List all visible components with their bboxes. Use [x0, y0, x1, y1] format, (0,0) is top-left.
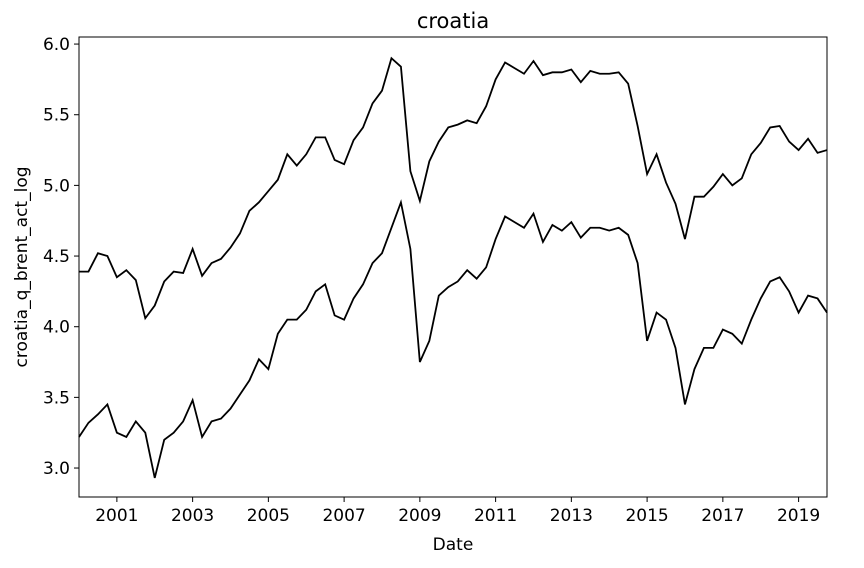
y-tick-label: 4.0	[43, 318, 70, 338]
y-tick-label: 6.0	[43, 35, 70, 55]
x-tick-label: 2007	[322, 506, 365, 526]
x-tick-label: 2015	[625, 506, 668, 526]
chart-title: croatia	[417, 9, 489, 33]
x-axis-label: Date	[433, 535, 474, 555]
y-tick-label: 3.0	[43, 459, 70, 479]
x-tick-label: 2009	[398, 506, 441, 526]
x-tick-label: 2019	[777, 506, 820, 526]
x-tick-label: 2011	[474, 506, 517, 526]
data-line	[79, 56, 828, 321]
y-tick-label: 3.5	[43, 388, 70, 408]
x-tick-label: 2005	[247, 506, 290, 526]
y-axis-label: croatia_q_brent_act_log	[12, 166, 32, 367]
plot-frame	[78, 36, 828, 498]
data-line	[78, 199, 828, 479]
y-tick-label: 5.5	[43, 106, 70, 126]
x-tick-label: 2003	[171, 506, 214, 526]
x-tick-label: 2017	[701, 506, 744, 526]
x-tick-label: 2013	[550, 506, 593, 526]
x-tick-label: 2001	[95, 506, 138, 526]
y-tick-label: 4.5	[43, 247, 70, 267]
y-tick-label: 5.0	[43, 176, 70, 196]
